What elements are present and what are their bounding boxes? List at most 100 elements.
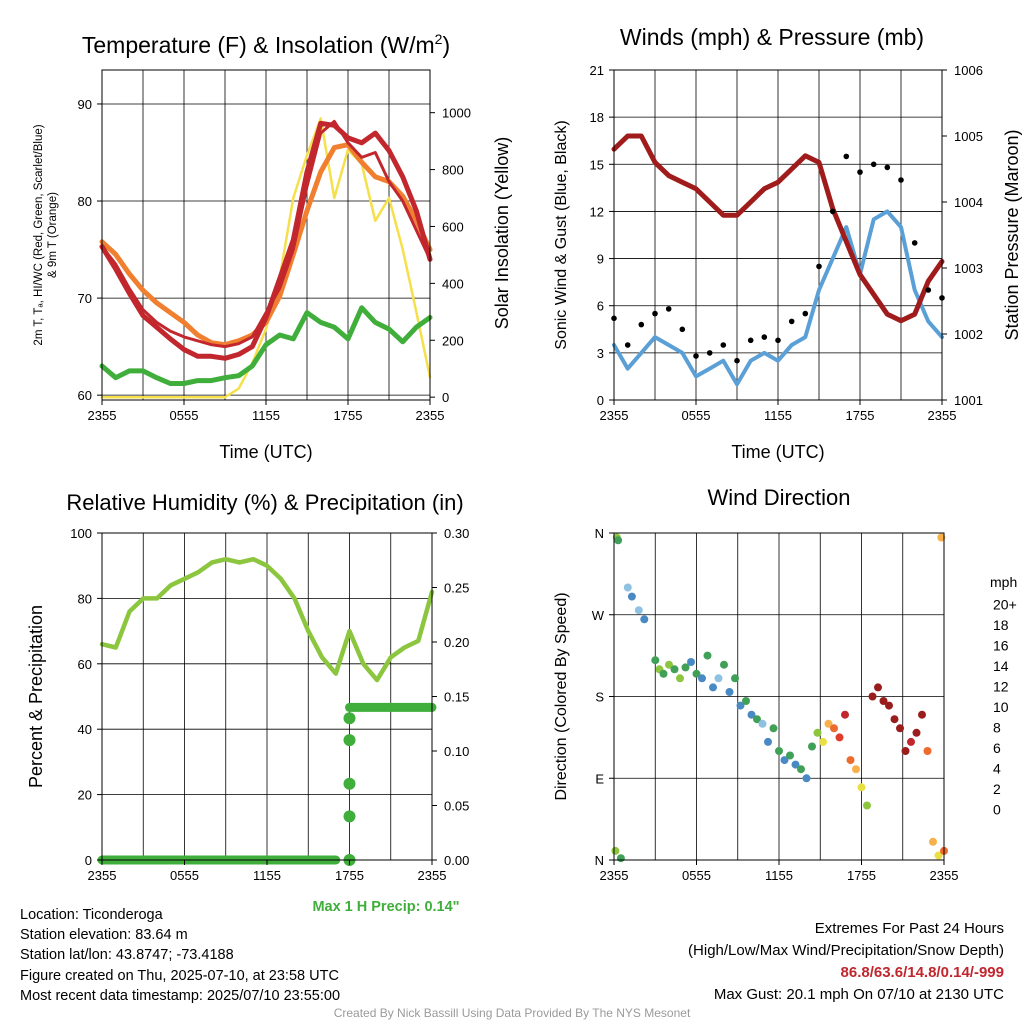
wind-xtick-label: 2355	[600, 408, 629, 423]
rh-title: Relative Humidity (%) & Precipitation (i…	[66, 490, 463, 515]
temp-y2tick-label: 600	[442, 219, 464, 234]
colorbar-label: 6	[993, 740, 1001, 756]
rh-y2tick-label: 0.00	[444, 853, 469, 868]
gust-point	[884, 164, 891, 171]
latlon-text: Station lat/lon: 43.8747; -73.4188	[20, 947, 234, 964]
gust-point	[638, 321, 645, 328]
direction-point	[687, 658, 695, 666]
gust-point	[898, 177, 904, 183]
rh-xtick-label: 2355	[88, 868, 117, 883]
extremes-subtitle: (High/Low/Max Wind/Precipitation/Snow De…	[688, 942, 1004, 959]
max-precip-text: Max 1 H Precip: 0.14"	[312, 899, 459, 915]
gust-point	[761, 334, 768, 340]
direction-point	[692, 669, 701, 678]
direction-point	[731, 674, 739, 683]
gust-point	[788, 318, 795, 325]
temp-y2tick-label: 200	[442, 333, 464, 348]
wind-title: Winds (mph) & Pressure (mb)	[620, 24, 924, 50]
wind-ytick-label: 15	[590, 157, 604, 172]
direction-point	[907, 737, 915, 746]
location-text: Location: Ticonderoga	[20, 907, 163, 923]
direction-point	[758, 719, 767, 728]
direction-point	[775, 747, 783, 755]
direction-point	[808, 742, 816, 751]
rh-xtick-label: 1155	[253, 868, 281, 883]
rh-ytick-label: 100	[70, 526, 92, 541]
temp-xtick-label: 0555	[170, 408, 199, 423]
dir-ytick-label: S	[595, 690, 604, 705]
gust-point	[624, 342, 631, 348]
gust-point	[665, 306, 672, 312]
direction-point	[747, 710, 756, 719]
wind-y2label: Station Pressure (Maroon)	[1002, 129, 1022, 340]
rh-y2tick-label: 0.30	[444, 526, 469, 541]
colorbar-title: mph	[990, 574, 1017, 590]
direction-point	[786, 751, 794, 760]
credit-text: Created By Nick Bassill Using Data Provi…	[333, 1006, 691, 1020]
rh-ylabel: Percent & Precipitation	[26, 605, 46, 788]
wind-ytick-label: 21	[590, 63, 604, 78]
rh-xtick-label: 1755	[335, 868, 364, 883]
direction-point	[769, 724, 778, 733]
temp-y2tick-label: 800	[442, 163, 464, 178]
direction-point	[824, 719, 833, 728]
wind-line	[612, 209, 944, 387]
wind-xtick-label: 0555	[682, 408, 711, 423]
direction-point	[937, 533, 946, 542]
direction-point	[841, 710, 849, 719]
rh-line	[99, 556, 435, 683]
max-gust-text: Max Gust: 20.1 mph On 07/10 at 2130 UTC	[713, 986, 1004, 1003]
direction-point	[912, 728, 921, 737]
wind-xtick-label: 1755	[846, 408, 875, 423]
gust-point	[829, 208, 836, 215]
colorbar-label: 18	[993, 617, 1009, 633]
temp-ylabel-1: 2m T, Tₐ, HI/WC (Red, Green, Scarlet/Blu…	[33, 124, 45, 345]
rh-ytick-label: 0	[85, 853, 92, 868]
dir-ytick-label: N	[595, 526, 604, 541]
precip-point	[343, 777, 356, 790]
temp-y2tick-label: 0	[442, 390, 449, 405]
dir-title: Wind Direction	[707, 485, 850, 510]
dir-xtick-label: 1755	[847, 868, 876, 883]
extremes-values: 86.8/63.6/14.8/0.14/-999	[840, 964, 1004, 981]
wind-y2tick-label: 1004	[954, 195, 983, 210]
temp-ytick-label: 80	[78, 194, 92, 209]
wind-ytick-label: 3	[597, 346, 604, 361]
direction-point	[736, 701, 745, 710]
temp-ytick-label: 70	[78, 291, 92, 306]
rh-y2tick-label: 0.05	[444, 799, 469, 814]
direction-point	[634, 606, 643, 615]
direction-point	[857, 783, 866, 792]
gust-point	[870, 161, 877, 168]
direction-point	[640, 615, 649, 624]
dir-ylabel: Direction (Colored By Speed)	[553, 592, 570, 800]
wind-ytick-label: 18	[590, 110, 604, 125]
extremes-info: Extremes For Past 24 Hours (High/Low/Max…	[688, 918, 1004, 1006]
temp-title: Temperature (F) & Insolation (W/m2)	[82, 31, 450, 58]
created-text: Figure created on Thu, 2025-07-10, at 23…	[20, 967, 339, 984]
direction-point	[835, 733, 844, 742]
direction-point	[885, 701, 893, 710]
gust-point	[720, 342, 727, 348]
direction-point	[791, 760, 800, 769]
dir-xtick-label: 2355	[600, 868, 629, 883]
direction-point	[670, 665, 679, 674]
direction-point	[874, 683, 882, 692]
temp-y2label: Solar Insolation (Yellow)	[492, 137, 512, 329]
pressure-line	[611, 133, 945, 324]
heat-index-line	[99, 120, 433, 361]
colorbar-label: 8	[993, 720, 1001, 736]
rh-xtick-label: 2355	[418, 868, 447, 883]
wind-y2tick-label: 1001	[954, 393, 983, 408]
colorbar-label: 16	[993, 637, 1009, 653]
rh-xtick-label: 0555	[170, 868, 199, 883]
direction-point	[753, 715, 761, 724]
direction-point	[651, 656, 660, 665]
direction-point	[890, 715, 899, 724]
gust-point	[734, 357, 740, 364]
dir-xtick-label: 1155	[765, 868, 793, 883]
gust-point	[775, 337, 781, 344]
temp-ytick-label: 90	[78, 97, 92, 112]
direction-point	[819, 737, 827, 746]
